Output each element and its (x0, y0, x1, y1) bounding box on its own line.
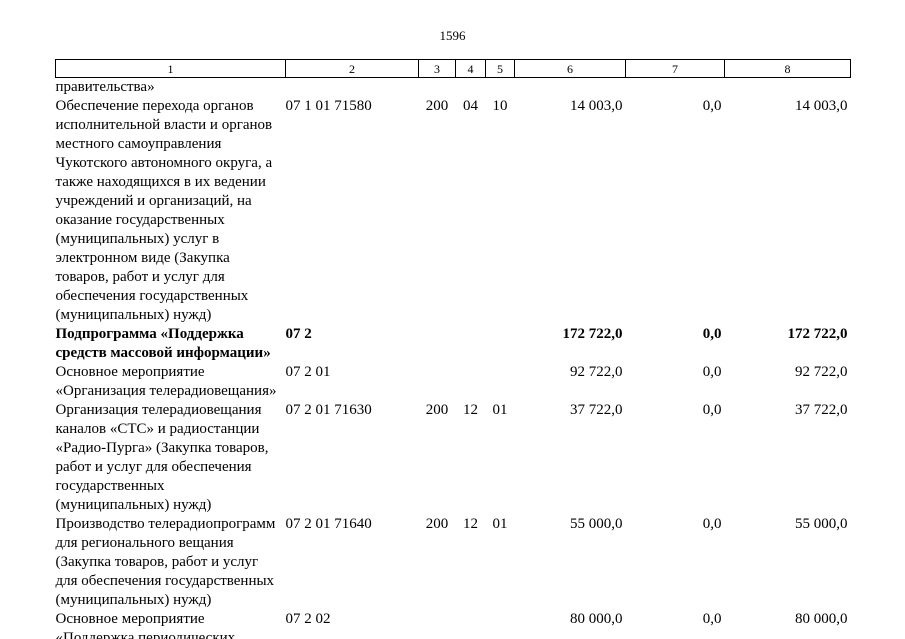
cell-pr: 10 (492, 98, 508, 114)
cell-name: Обеспечение перехода органов исполнитель… (55, 98, 273, 323)
cell-rz: 12 (463, 402, 478, 418)
table-row-subprogram: Подпрограмма «Поддержка средств массовой… (56, 325, 851, 363)
cell-vr (419, 325, 456, 363)
cell-vr (419, 610, 456, 639)
table-row: Основное мероприятие «Поддержка периодич… (56, 610, 851, 639)
cell-code: 07 2 (285, 326, 312, 342)
cell-amount-1: 92 722,0 (570, 364, 623, 380)
table-row: Организация телерадиовещания каналов «СТ… (56, 401, 851, 515)
cell-amount-1 (515, 78, 626, 98)
cell-amount-1: 55 000,0 (570, 516, 623, 532)
cell-vr (419, 78, 456, 98)
column-header: 6 (514, 59, 626, 78)
table-row: Производство телерадиопрограмм для регио… (56, 515, 851, 610)
cell-rz: 04 (463, 98, 478, 114)
table-row: Обеспечение перехода органов исполнитель… (56, 97, 851, 325)
cell-name: Организация телерадиовещания каналов «СТ… (55, 402, 269, 513)
column-header: 3 (418, 59, 456, 78)
cell-code: 07 2 01 (285, 364, 331, 380)
cell-amount-3: 55 000,0 (795, 516, 848, 532)
cell-pr (486, 363, 515, 401)
cell-name: правительства» (55, 79, 155, 95)
cell-rz: 12 (463, 516, 478, 532)
cell-pr: 01 (492, 402, 508, 418)
header-row: 1 2 3 4 5 6 7 8 (55, 59, 851, 78)
table-row: Основное мероприятие «Организация телера… (56, 363, 851, 401)
cell-amount-3: 37 722,0 (795, 402, 848, 418)
cell-amount-3: 172 722,0 (787, 326, 848, 342)
cell-vr (419, 363, 456, 401)
cell-vr: 200 (425, 516, 449, 532)
cell-amount-1: 37 722,0 (570, 402, 623, 418)
cell-amount-2: 0,0 (702, 611, 722, 627)
cell-pr: 01 (492, 516, 508, 532)
cell-code: 07 2 01 71640 (285, 516, 372, 532)
cell-amount-2: 0,0 (702, 516, 722, 532)
cell-amount-3: 14 003,0 (795, 98, 848, 114)
cell-code: 07 2 01 71630 (285, 402, 372, 418)
cell-pr (486, 325, 515, 363)
cell-name: Основное мероприятие «Организация телера… (55, 364, 277, 399)
table-body: правительства» Обеспечение перехода орга… (56, 78, 851, 639)
cell-rz (456, 610, 486, 639)
cell-vr: 200 (425, 98, 449, 114)
cell-amount-2: 0,0 (702, 98, 722, 114)
column-header: 7 (625, 59, 725, 78)
cell-amount-3: 80 000,0 (795, 611, 848, 627)
cell-amount-1: 14 003,0 (570, 98, 623, 114)
cell-code: 07 1 01 71580 (285, 98, 372, 114)
cell-amount-2: 0,0 (702, 364, 722, 380)
cell-name: Подпрограмма «Поддержка средств массовой… (55, 326, 271, 361)
cell-amount-1: 172 722,0 (562, 326, 623, 342)
column-header: 8 (724, 59, 851, 78)
column-header: 5 (485, 59, 515, 78)
cell-amount-3: 92 722,0 (795, 364, 848, 380)
page-number: 1596 (439, 28, 466, 43)
cell-rz (456, 78, 486, 98)
cell-amount-2: 0,0 (702, 326, 722, 342)
cell-amount-2: 0,0 (702, 402, 722, 418)
cell-pr (486, 610, 515, 639)
column-header: 1 (55, 59, 286, 78)
cell-pr (486, 78, 515, 98)
cell-code: 07 2 02 (285, 611, 331, 627)
column-header: 2 (285, 59, 419, 78)
cell-name: Основное мероприятие «Поддержка периодич… (55, 611, 236, 639)
cell-rz (456, 325, 486, 363)
cell-amount-1: 80 000,0 (570, 611, 623, 627)
table-row: правительства» (56, 78, 851, 98)
cell-code (286, 78, 419, 98)
cell-rz (456, 363, 486, 401)
column-header: 4 (455, 59, 486, 78)
cell-vr: 200 (425, 402, 449, 418)
budget-table: 1 2 3 4 5 6 7 8 правительства» (55, 59, 851, 639)
cell-amount-3 (725, 78, 851, 98)
cell-name: Производство телерадиопрограмм для регио… (55, 516, 276, 608)
cell-amount-2 (626, 78, 725, 98)
table-header: 1 2 3 4 5 6 7 8 (55, 59, 851, 78)
